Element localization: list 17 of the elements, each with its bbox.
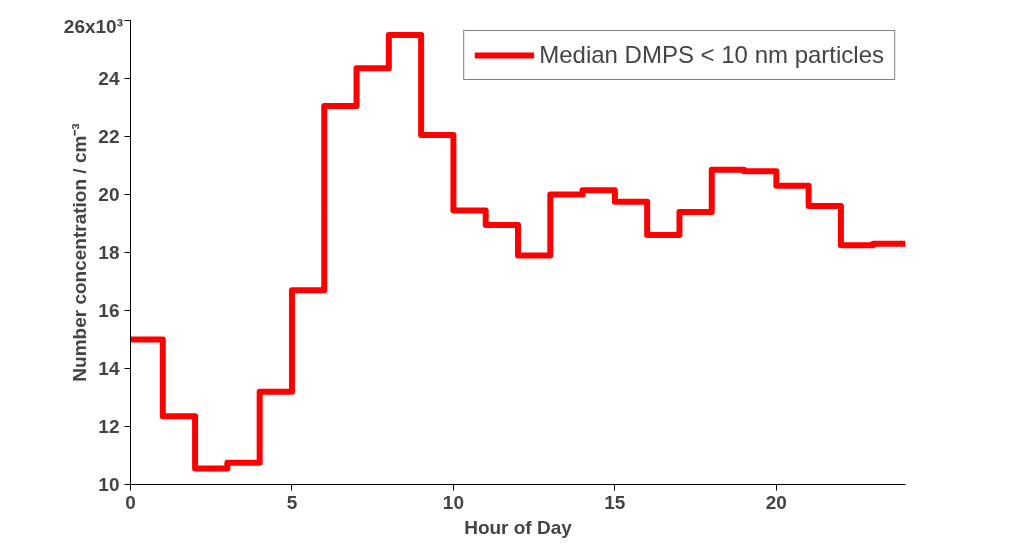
y-tick-label: 18 (98, 242, 120, 263)
legend-label: Median DMPS < 10 nm particles (539, 41, 884, 69)
y-tick-label: 16 (98, 300, 120, 321)
x-tick-label: 20 (765, 491, 787, 513)
y-tick-label: 22 (98, 126, 120, 147)
y-tick-label: 24 (98, 68, 120, 89)
x-axis-title: Hour of Day (464, 516, 573, 538)
x-tick-label: 10 (442, 491, 464, 513)
y-tick-label: 10 (98, 474, 120, 495)
y-axis-title: Number concentration / cm⁻³ (69, 123, 91, 382)
y-tick-label: 12 (98, 416, 120, 437)
y-tick-label: 20 (98, 184, 120, 205)
x-tick-label: 0 (125, 491, 136, 513)
y-tick-label: 14 (98, 358, 120, 379)
text: 26x10³ (63, 15, 123, 39)
x-tick-label: 15 (604, 491, 626, 513)
x-tick-label: 5 (286, 491, 298, 513)
